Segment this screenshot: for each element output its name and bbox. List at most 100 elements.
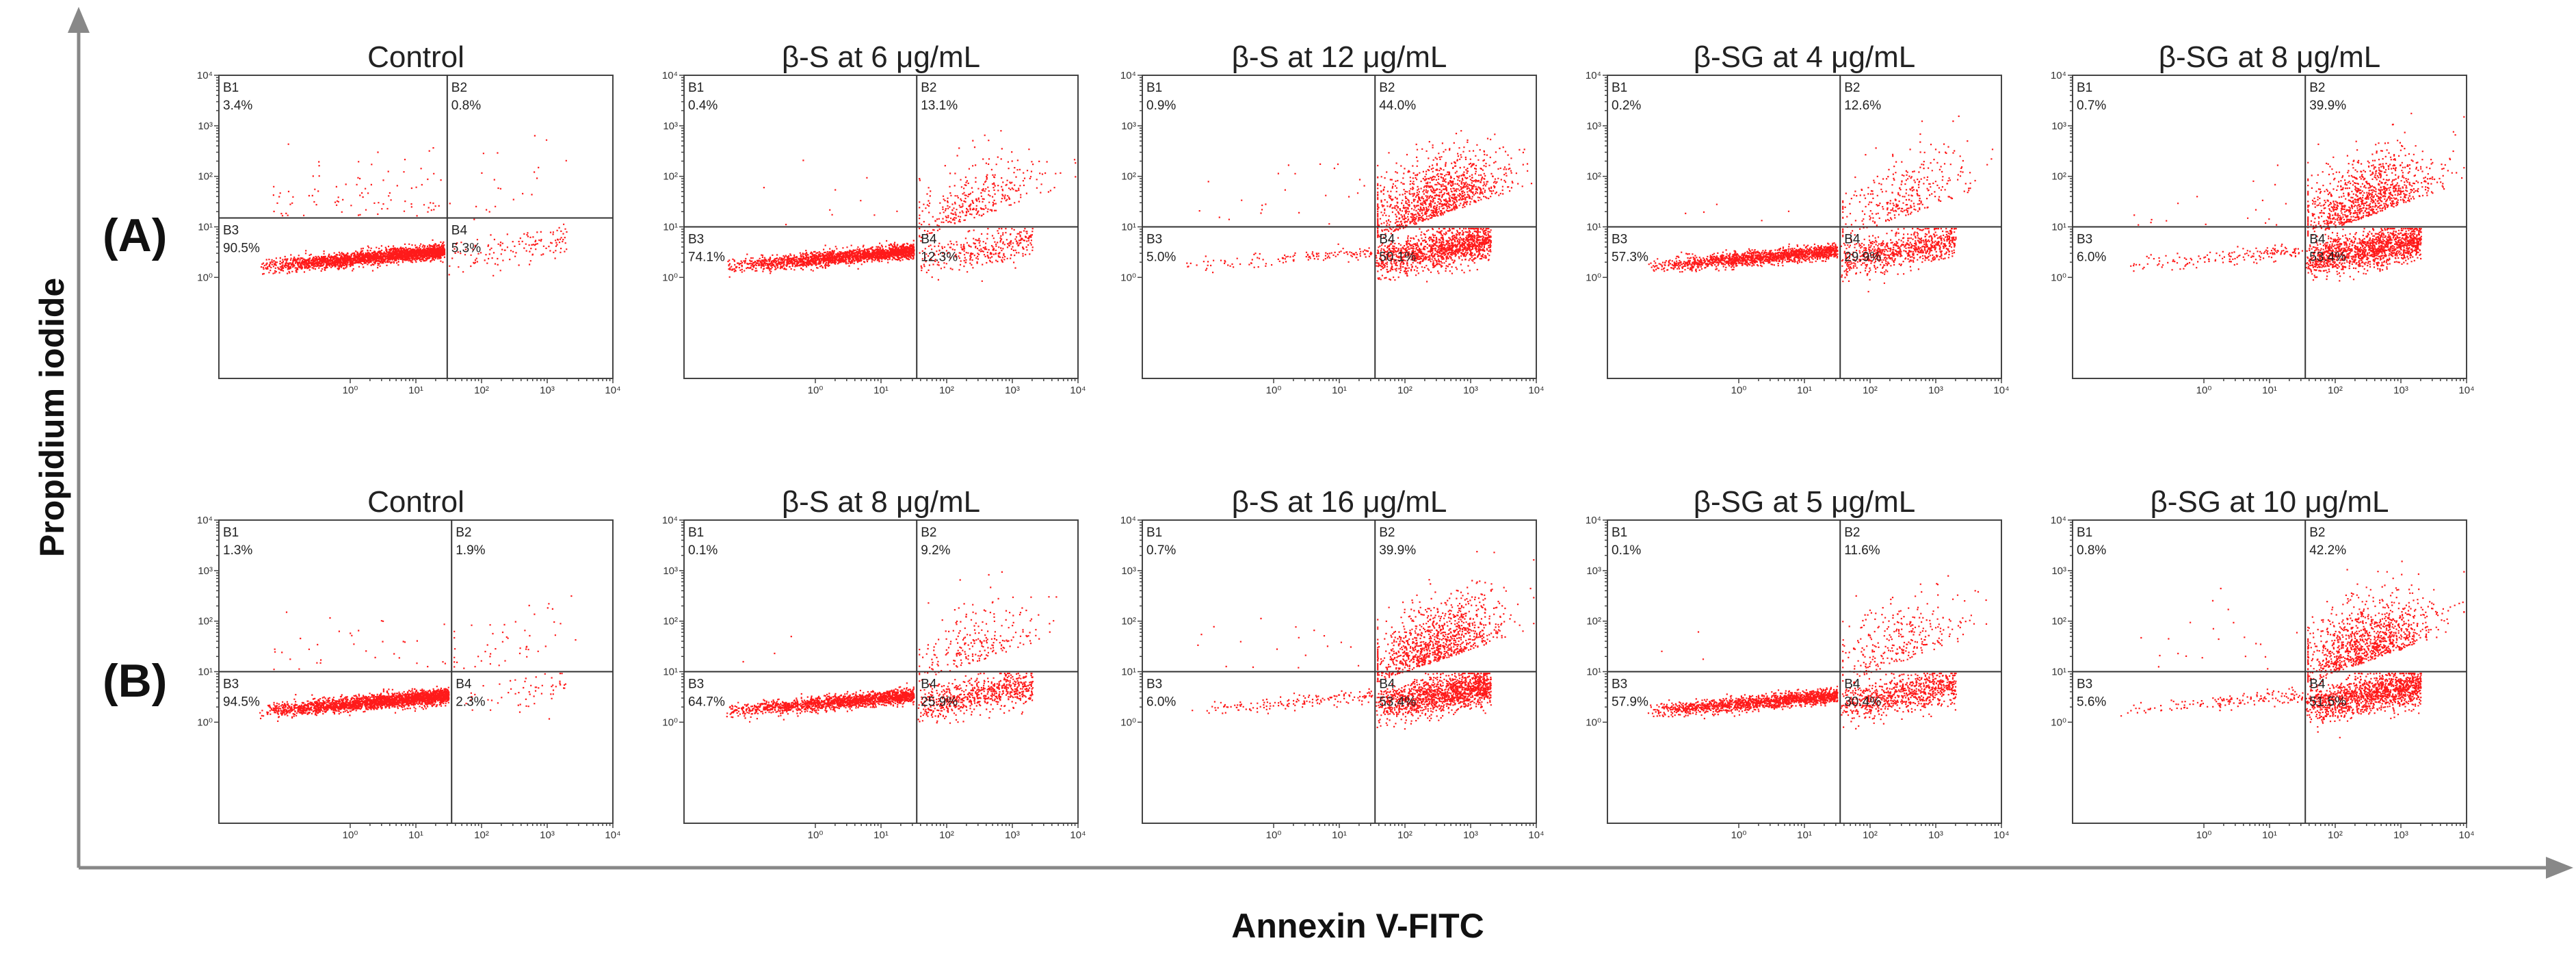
quadrant-name-b3: B3	[1146, 677, 1162, 692]
quadrant-name-b2: B2	[456, 526, 471, 540]
quadrant-value-b2: 39.9%	[1379, 543, 1416, 558]
quadrant-value-b4: 25.9%	[921, 695, 958, 710]
x-tick-label: 10⁰	[1266, 385, 1282, 396]
quadrant-name-b4: B4	[1844, 677, 1861, 692]
x-tick-label: 10¹	[1797, 385, 1812, 396]
quadrant-name-b1: B1	[1146, 81, 1162, 95]
plot-frame	[218, 75, 614, 379]
x-tick-label: 10²	[1397, 385, 1412, 396]
quadrant-name-b1: B1	[688, 81, 704, 95]
scatter-panel: β-SG at 8 μg/mL 10⁰ 10⁰ 10¹ 10¹ 10² 10² 10³ 10³ 1…	[2051, 40, 2475, 396]
quadrant-name-b2: B2	[1844, 526, 1860, 540]
x-tick-label: 10⁰	[2196, 829, 2212, 841]
panel-title: β-SG at 5 μg/mL	[1694, 485, 1916, 519]
x-tick-label: 10²	[474, 385, 489, 396]
quadrant-name-b4: B4	[1379, 233, 1395, 247]
x-tick-label: 10³	[540, 829, 555, 841]
quadrant-name-b2: B2	[921, 81, 936, 95]
quadrant-value-b1: 0.4%	[688, 99, 718, 113]
event-dots	[1647, 575, 1988, 729]
quadrant-value-b2: 13.1%	[921, 99, 958, 113]
panel-title: β-SG at 4 μg/mL	[1694, 40, 1916, 74]
x-tick-label: 10²	[2328, 385, 2343, 396]
event-dots	[2130, 112, 2465, 282]
y-tick-label: 10¹	[1586, 667, 1601, 678]
quadrant-value-b4: 12.3%	[921, 250, 958, 265]
x-tick-label: 10⁰	[808, 385, 824, 396]
x-tick-label: 10²	[474, 829, 489, 841]
panel-title: β-S at 16 μg/mL	[1232, 485, 1447, 519]
scatter-panel: β-SG at 4 μg/mL 10⁰ 10⁰ 10¹ 10¹ 10² 10² 10³ 10³ 1…	[1586, 40, 2010, 396]
quadrant-name-b2: B2	[1379, 81, 1395, 95]
x-tick-label: 10¹	[873, 829, 889, 841]
scatter-dots	[1192, 551, 1535, 730]
y-tick-label: 10⁰	[197, 272, 213, 283]
figure-y-axis-arrow-icon	[68, 7, 90, 33]
panel-title: β-SG at 8 μg/mL	[2159, 40, 2381, 74]
quadrant-value-b1: 0.7%	[1146, 543, 1176, 558]
quadrant-name-b4: B4	[2309, 233, 2326, 247]
figure-x-axis-label: Annexin V-FITC	[1231, 907, 1484, 945]
y-tick-label: 10³	[663, 120, 678, 132]
panel-title: β-S at 8 μg/mL	[782, 485, 980, 519]
x-tick-label: 10³	[1463, 385, 1478, 396]
y-tick-label: 10⁰	[662, 716, 678, 728]
event-dots	[1192, 551, 1535, 730]
x-tick-label: 10⁴	[2458, 385, 2474, 396]
quadrant-name-b2: B2	[2309, 526, 2325, 540]
quadrant-value-b4: 30.4%	[1844, 695, 1881, 710]
quadrant-name-b2: B2	[451, 81, 467, 95]
x-tick-label: 10²	[939, 385, 954, 396]
scatter-dots	[2130, 112, 2465, 282]
x-tick-label: 10²	[939, 829, 954, 841]
quadrant-name-b3: B3	[1146, 233, 1162, 247]
y-tick-label: 10²	[198, 616, 213, 628]
scatter-panel: β-SG at 10 μg/mL 10⁰ 10⁰ 10¹ 10¹ 10² 10² 10³ 10³…	[2051, 485, 2475, 841]
x-tick-label: 10⁴	[605, 385, 620, 396]
quadrant-name-b4: B4	[2309, 677, 2326, 692]
quadrant-value-b4: 2.3%	[456, 695, 485, 710]
x-tick-label: 10²	[2328, 829, 2343, 841]
x-tick-label: 10³	[2393, 385, 2408, 396]
quadrant-name-b1: B1	[223, 81, 239, 95]
y-tick-label: 10⁴	[662, 515, 678, 526]
y-tick-label: 10³	[2051, 120, 2066, 132]
row-label-b: (B)	[103, 655, 167, 707]
quadrant-name-b4: B4	[456, 677, 472, 692]
figure-x-axis-arrow-icon	[2546, 857, 2573, 879]
y-tick-label: 10³	[1586, 120, 1601, 132]
y-tick-label: 10²	[1121, 171, 1136, 183]
quadrant-name-b2: B2	[2309, 81, 2325, 95]
x-tick-label: 10¹	[873, 385, 889, 396]
event-dots	[727, 130, 1077, 282]
quadrant-value-b3: 6.0%	[2077, 250, 2106, 265]
scatter-panel: Control 10⁰ 10⁰ 10¹ 10¹ 10² 10² 10³ 10³ 10⁴ 10⁴ B1 3…	[197, 40, 621, 396]
x-tick-label: 10¹	[1797, 829, 1812, 841]
panel-title: β-S at 12 μg/mL	[1232, 40, 1447, 74]
y-tick-label: 10⁰	[2051, 272, 2066, 283]
quadrant-name-b2: B2	[1379, 526, 1395, 540]
quadrant-name-b1: B1	[1612, 526, 1627, 540]
y-tick-label: 10³	[198, 120, 213, 132]
quadrant-name-b3: B3	[2077, 677, 2092, 692]
x-tick-label: 10⁰	[2196, 385, 2212, 396]
panel-title: β-S at 6 μg/mL	[782, 40, 980, 74]
quadrant-value-b1: 0.7%	[2077, 99, 2106, 113]
quadrant-value-b2: 1.9%	[456, 543, 485, 558]
scatter-dots	[727, 130, 1077, 282]
y-tick-label: 10⁰	[197, 716, 213, 728]
y-tick-label: 10⁴	[2051, 515, 2066, 526]
x-tick-label: 10⁴	[1070, 385, 1086, 396]
x-tick-label: 10³	[2393, 829, 2408, 841]
quadrant-value-b2: 0.8%	[451, 99, 481, 113]
y-tick-label: 10⁰	[1120, 272, 1136, 283]
x-tick-label: 10²	[1863, 385, 1878, 396]
quadrant-value-b4: 5.3%	[451, 241, 481, 255]
quadrant-value-b2: 44.0%	[1379, 99, 1416, 113]
y-tick-label: 10²	[2051, 616, 2066, 628]
x-tick-label: 10³	[1005, 829, 1020, 841]
x-tick-label: 10¹	[408, 829, 423, 841]
panel-title: β-SG at 10 μg/mL	[2150, 485, 2389, 519]
quadrant-value-b1: 0.1%	[688, 543, 718, 558]
y-tick-label: 10²	[663, 171, 678, 183]
